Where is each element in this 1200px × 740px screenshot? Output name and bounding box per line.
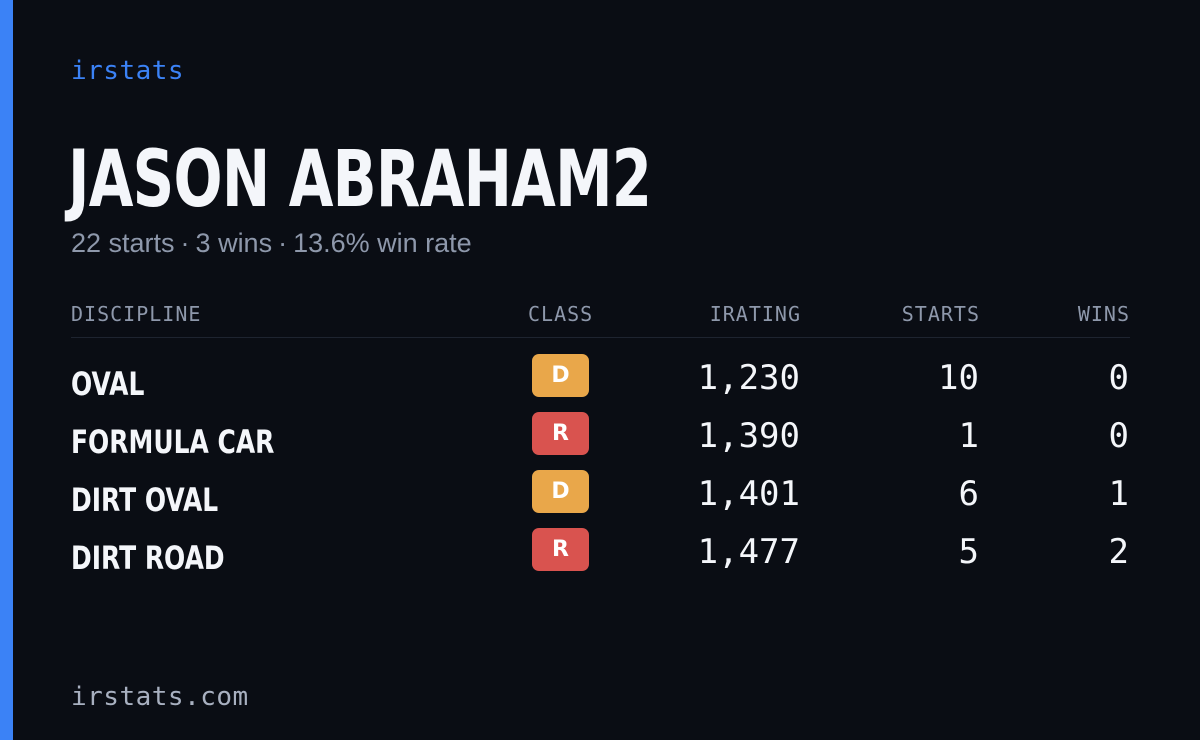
summary-win-rate: 13.6% win rate [293, 228, 472, 258]
wins-cell: 0 [1108, 416, 1129, 456]
brand-logo-text: irstats [71, 56, 185, 86]
discipline-cell: OVAL [71, 365, 145, 403]
header-class: CLASS [528, 302, 594, 326]
wins-cell: 2 [1108, 532, 1129, 572]
irating-cell: 1,390 [697, 416, 800, 456]
starts-cell: 1 [958, 416, 979, 456]
accent-bar [0, 0, 13, 740]
summary-starts: 22 starts [71, 228, 175, 258]
footer-url[interactable]: irstats.com [71, 682, 249, 712]
table-row: DIRT OVAL D 1,401 6 1 [71, 466, 1130, 524]
driver-name: JASON ABRAHAM2 [68, 135, 652, 225]
driver-summary: 22 starts · 3 wins · 13.6% win rate [71, 228, 472, 259]
header-discipline: DISCIPLINE [71, 302, 202, 326]
discipline-cell: FORMULA CAR [71, 423, 275, 461]
stats-table-header: DISCIPLINE CLASS IRATING STARTS WINS [71, 300, 1130, 338]
stats-table-body: OVAL D 1,230 10 0 FORMULA CAR R 1,390 1 … [71, 350, 1130, 582]
header-irating: IRATING [709, 302, 801, 326]
table-row: OVAL D 1,230 10 0 [71, 350, 1130, 408]
license-class-badge: R [532, 528, 589, 571]
summary-wins: 3 wins [195, 228, 273, 258]
license-class-badge: D [532, 354, 589, 397]
table-row: FORMULA CAR R 1,390 1 0 [71, 408, 1130, 466]
license-class-badge: D [532, 470, 589, 513]
starts-cell: 5 [958, 532, 979, 572]
irating-cell: 1,401 [697, 474, 800, 514]
license-class-badge: R [532, 412, 589, 455]
summary-separator: · [180, 228, 190, 258]
starts-cell: 6 [958, 474, 979, 514]
header-wins: WINS [1077, 302, 1130, 326]
summary-separator: · [278, 228, 288, 258]
starts-cell: 10 [938, 358, 979, 398]
discipline-cell: DIRT OVAL [71, 481, 219, 519]
wins-cell: 0 [1108, 358, 1129, 398]
irating-cell: 1,477 [697, 532, 800, 572]
irating-cell: 1,230 [697, 358, 800, 398]
header-starts: STARTS [901, 302, 980, 326]
table-row: DIRT ROAD R 1,477 5 2 [71, 524, 1130, 582]
wins-cell: 1 [1108, 474, 1129, 514]
discipline-cell: DIRT ROAD [71, 539, 225, 577]
